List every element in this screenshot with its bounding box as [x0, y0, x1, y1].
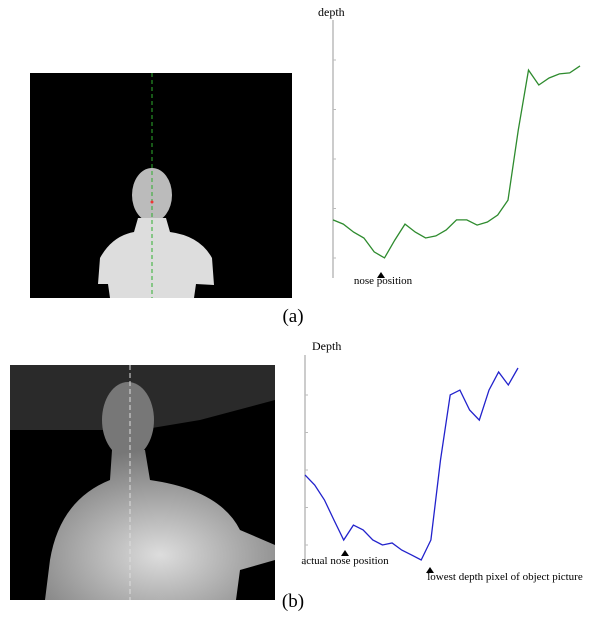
- annotation-marker: [426, 567, 434, 573]
- annotation: lowest depth pixel of object picture: [427, 571, 583, 583]
- caption: (a): [282, 306, 303, 327]
- depth-image-b: [10, 365, 275, 600]
- data-line: [332, 65, 581, 259]
- annotation-marker: [377, 272, 385, 278]
- depth-image-a: [30, 73, 292, 298]
- y-axis-label: depth: [318, 5, 345, 19]
- data-line: [304, 367, 519, 561]
- annotation: nose position: [354, 275, 413, 287]
- y-axis-label: Depth: [312, 339, 341, 353]
- caption: (b): [282, 591, 304, 612]
- annotation-marker: [341, 550, 349, 556]
- annotation: actual nose position: [301, 555, 389, 567]
